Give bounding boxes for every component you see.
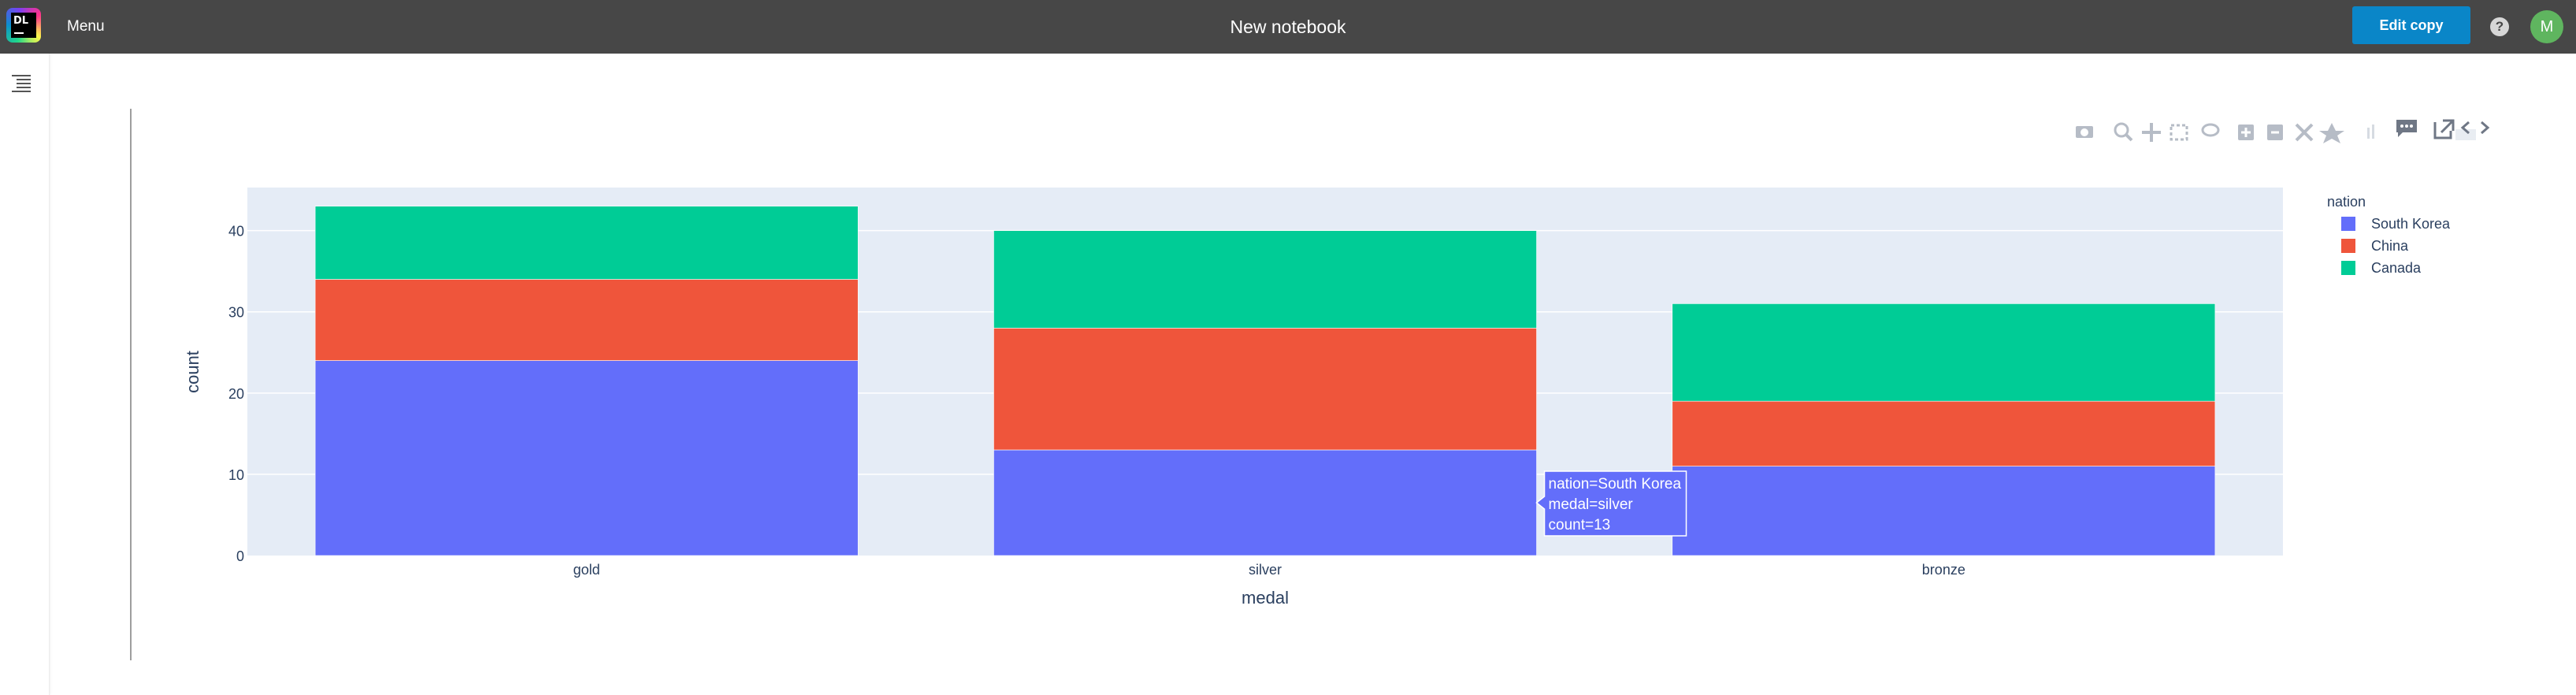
x-tick-label: silver	[1249, 562, 1282, 578]
bar-south-korea-bronze[interactable]	[1672, 466, 2216, 556]
zoom-in-icon[interactable]	[2238, 125, 2254, 140]
y-axis-ticks: 0 10 20 30 40	[228, 224, 244, 564]
y-tick-label: 20	[228, 386, 244, 402]
tooltip-line-nation: nation=South Korea	[1549, 476, 1682, 492]
legend-swatch	[2341, 261, 2355, 275]
modebar	[2076, 119, 2490, 143]
edit-copy-button[interactable]: Edit copy	[2352, 6, 2470, 44]
y-tick-label: 30	[228, 305, 244, 321]
code-icon[interactable]	[2460, 121, 2490, 135]
legend-label: China	[2371, 238, 2409, 254]
notebook-title[interactable]: New notebook	[1230, 17, 1346, 37]
reset-axes-icon[interactable]	[2319, 123, 2344, 143]
cell-gutter-line[interactable]	[130, 109, 132, 660]
bar-canada-bronze[interactable]	[1672, 303, 2216, 402]
top-bar: DL Menu New notebook Edit copy ? M	[0, 0, 2576, 54]
pan-icon[interactable]	[2142, 123, 2161, 142]
x-axis-ticks: gold silver bronze	[573, 562, 1965, 578]
bar-china-gold[interactable]	[314, 279, 859, 361]
y-tick-label: 40	[228, 224, 244, 240]
help-icon[interactable]: ?	[2490, 17, 2509, 36]
legend-item-china[interactable]: China	[2341, 238, 2409, 254]
plotly-logo-icon[interactable]	[2367, 125, 2476, 140]
open-external-icon[interactable]	[2433, 119, 2455, 139]
legend-title: nation	[2327, 194, 2366, 210]
zoom-icon[interactable]	[2114, 122, 2133, 142]
x-axis-title: medal	[1242, 588, 1289, 608]
y-axis-title: count	[183, 351, 202, 393]
x-tick-label: bronze	[1922, 562, 1965, 578]
legend-swatch	[2341, 239, 2355, 253]
box-select-icon[interactable]	[2170, 124, 2188, 141]
comment-icon[interactable]	[2396, 120, 2417, 137]
user-avatar[interactable]: M	[2530, 10, 2563, 43]
tooltip-line-count: count=13	[1549, 517, 1611, 533]
y-tick-label: 10	[228, 467, 244, 483]
camera-icon[interactable]	[2076, 126, 2093, 138]
lasso-icon[interactable]	[2201, 123, 2220, 137]
legend-item-canada[interactable]: Canada	[2341, 260, 2422, 276]
legend: nation South Korea China Canada	[2327, 194, 2451, 276]
bar-canada-silver[interactable]	[993, 230, 1537, 329]
left-sidebar	[0, 54, 50, 695]
table-of-contents-icon[interactable]	[10, 72, 32, 95]
bars	[314, 206, 2216, 556]
legend-label: South Korea	[2371, 216, 2451, 232]
legend-label: Canada	[2371, 260, 2422, 276]
datalore-logo-icon[interactable]: DL	[6, 8, 41, 43]
bar-canada-gold[interactable]	[314, 206, 859, 280]
menu-button[interactable]: Menu	[67, 18, 105, 35]
bar-china-bronze[interactable]	[1672, 400, 2216, 466]
legend-item-south-korea[interactable]: South Korea	[2341, 216, 2451, 232]
zoom-out-icon[interactable]	[2267, 125, 2283, 140]
bar-south-korea-silver[interactable]	[993, 449, 1537, 556]
logo-mark: DL	[11, 13, 36, 38]
autoscale-icon[interactable]	[2295, 123, 2314, 142]
hover-tooltip: nation=South Korea medal=silver count=13	[1535, 470, 1687, 537]
y-tick-label: 0	[236, 548, 244, 564]
x-tick-label: gold	[573, 562, 600, 578]
bar-south-korea-gold[interactable]	[314, 360, 859, 556]
bar-china-silver[interactable]	[993, 328, 1537, 451]
legend-swatch	[2341, 217, 2355, 231]
tooltip-line-medal: medal=silver	[1549, 496, 1634, 513]
